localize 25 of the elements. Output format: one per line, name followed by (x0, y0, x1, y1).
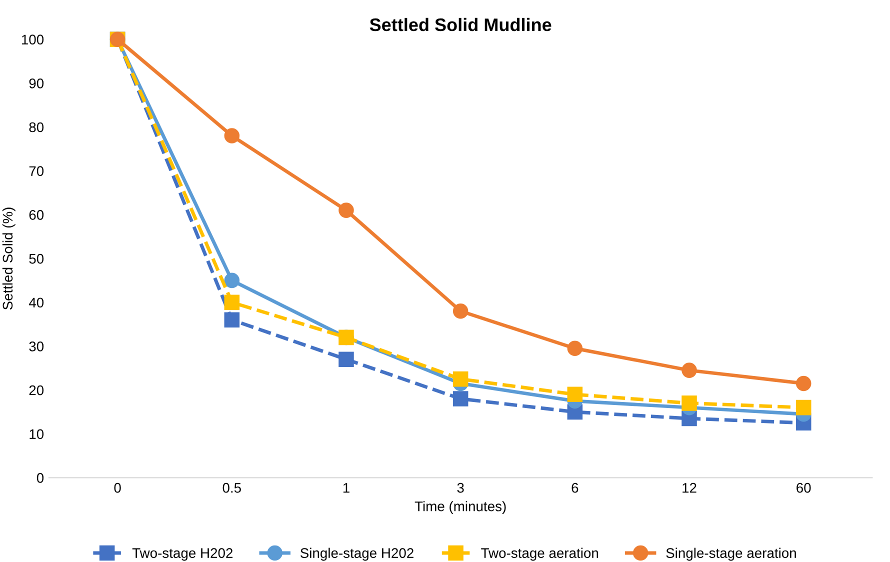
legend-label: Two-stage aeration (481, 548, 598, 561)
legend-label: Single-stage H202 (300, 548, 414, 561)
y-tick-label: 70 (29, 166, 44, 176)
y-tick-label: 80 (29, 122, 44, 132)
x-tick-label: 6 (572, 482, 578, 493)
legend-label: Single-stage aeration (666, 548, 796, 561)
x-tick-label: 0 (114, 482, 121, 493)
y-tick-label: 10 (30, 429, 44, 440)
y-tick-label: 0 (36, 473, 44, 483)
y-tick-label: 60 (29, 210, 44, 220)
x-tick-label: 3 (457, 482, 464, 493)
x-tick-label: 12 (682, 482, 696, 493)
x-tick-label: 0.5 (222, 482, 241, 493)
y-tick-label: 50 (29, 254, 44, 264)
y-tick-label: 20 (29, 385, 44, 396)
y-tick-label: 90 (29, 78, 44, 88)
x-tick-label: 1 (343, 483, 350, 493)
y-tick-label: 100 (22, 34, 44, 45)
y-axis-title: Settled Solid (%) (2, 208, 16, 310)
chart-title: Settled Solid Mudline (370, 18, 552, 32)
x-tick-label: 60 (796, 482, 811, 493)
x-axis-title: Time (minutes) (414, 501, 506, 514)
y-tick-label: 30 (29, 342, 44, 352)
legend-label: Two-stage H202 (132, 548, 233, 561)
y-tick-label: 40 (28, 298, 44, 308)
